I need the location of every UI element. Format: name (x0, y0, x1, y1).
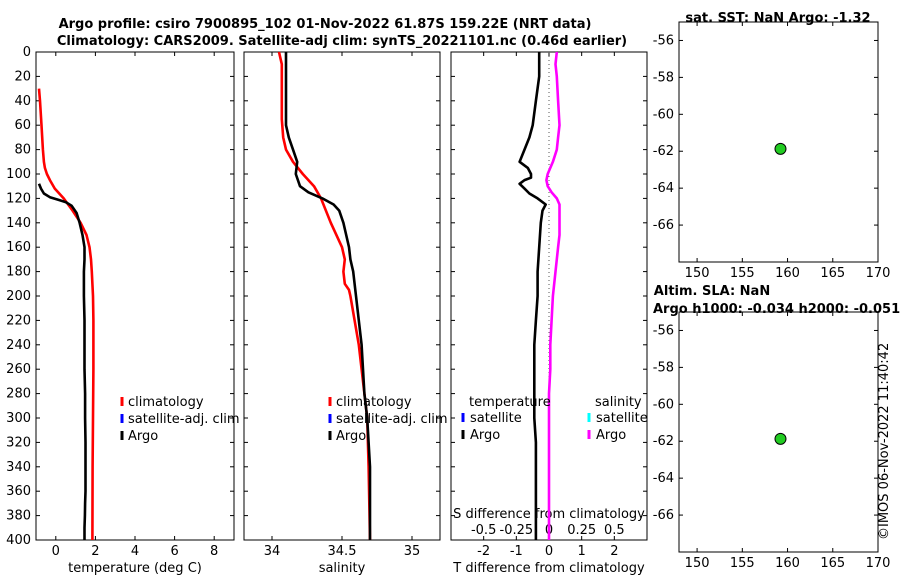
temperature-legend-title: temperature (469, 395, 551, 410)
depth-tick-label: 120 (6, 191, 31, 206)
depth-tick-label: 340 (6, 460, 31, 475)
sst_map-ytick-label: -60 (653, 107, 674, 122)
depth-tick-label: 200 (6, 289, 31, 304)
depth-tick-label: 300 (6, 411, 31, 426)
difference-xlabel: T difference from climatology (452, 561, 645, 576)
sst-map-title: sat. SST: NaN Argo: -1.32 (685, 11, 870, 26)
sst_map-xtick-label: 160 (775, 266, 800, 281)
temperature-legend-label: satellite-adj. clim (128, 412, 240, 427)
depth-tick-label: 100 (6, 167, 31, 182)
depth-tick-label: 60 (14, 118, 31, 133)
difference-xtick-label: 0 (545, 544, 553, 559)
sla_map-ytick-label: -64 (653, 471, 674, 486)
temperature-xlabel: temperature (deg C) (68, 561, 202, 576)
temperature-profile-panel: 0204060801001201401601802002202402602803… (6, 45, 239, 576)
sla_map-xtick-label: 155 (730, 556, 755, 571)
salinity-series-argo (284, 52, 372, 540)
temperature-series-climatology (37, 88, 95, 541)
sla_map-xtick-label: 165 (820, 556, 845, 571)
depth-tick-label: 240 (6, 338, 31, 353)
difference-series-argo-temperature-difference (518, 52, 548, 540)
sst_map-ytick-label: -56 (653, 33, 674, 48)
sla-map-subtitle: Argo h1000: -0.034 h2000: -0.051 (653, 302, 900, 317)
salinity-axes-frame (243, 51, 441, 541)
sla_map-xtick-label: 150 (685, 556, 710, 571)
depth-tick-label: 400 (6, 533, 31, 548)
sst_map-axes-frame (678, 21, 879, 263)
difference-series-argo-salinity-difference (545, 51, 561, 540)
temperature-legend-label: Argo (470, 428, 500, 443)
sst_map-xtick-label: 170 (866, 266, 891, 281)
difference-xtick-label: 1 (578, 544, 586, 559)
depth-tick-label: 260 (6, 362, 31, 377)
sla_map-ytick-label: -56 (653, 323, 674, 338)
temperature-xtick-label: 0 (52, 544, 60, 559)
salinity-legend-label: climatology (336, 395, 412, 410)
salinity-xlabel: salinity (319, 561, 366, 576)
salinity-legend-label: satellite (596, 411, 648, 426)
salinity-diff-tick-label: 0.5 (604, 523, 625, 538)
figure-title-line2: Climatology: CARS2009. Satellite-adj cli… (57, 34, 627, 49)
depth-tick-label: 0 (23, 45, 31, 60)
salinity-legend-label: satellite-adj. clim (336, 412, 448, 427)
depth-tick-label: 40 (14, 94, 31, 109)
difference-xtick-label: 2 (610, 544, 618, 559)
depth-tick-label: 380 (6, 509, 31, 524)
sla-map-title: Altim. SLA: NaN (654, 284, 770, 299)
temperature-xtick-label: 8 (210, 544, 218, 559)
depth-tick-label: 220 (6, 313, 31, 328)
depth-tick-label: 140 (6, 216, 31, 231)
salinity-series-climatology (277, 51, 372, 541)
imos-watermark: ©IMOS 06-Nov-2022 11:40:42 (877, 343, 892, 540)
salinity-legend-label: Argo (596, 428, 626, 443)
temperature-xtick-label: 2 (91, 544, 99, 559)
sst_map-ytick-label: -58 (653, 70, 674, 85)
salinity-xtick-label: 34.5 (328, 544, 357, 559)
sla_map-ytick-label: -58 (653, 360, 674, 375)
salinity-legend-title: salinity (595, 395, 642, 410)
depth-tick-label: 80 (14, 143, 31, 158)
sst_map-argo-position-marker (774, 142, 787, 155)
sst-map-panel: 150 155 160 165 170 -56 -58 -60 -62 -64 -66 (653, 21, 891, 281)
sla_map-xtick-label: 170 (866, 556, 891, 571)
depth-tick-label: 360 (6, 484, 31, 499)
sst_map-ytick-label: -62 (653, 144, 674, 159)
depth-tick-label: 160 (6, 240, 31, 255)
temperature-xtick-label: 6 (170, 544, 178, 559)
depth-tick-label: 20 (14, 69, 31, 84)
sst_map-ytick-label: -64 (653, 181, 674, 196)
salinity-xtick-label: 35 (404, 544, 421, 559)
salinity-xtick-label: 34 (264, 544, 281, 559)
salinity-profile-panel: 34 34.5 35 salinity climatology satellite-adj… (243, 51, 448, 576)
temperature-legend-label: satellite (470, 411, 522, 426)
temperature-series-argo (37, 183, 87, 540)
salinity-legend-label: Argo (336, 429, 366, 444)
difference-xtick-label: -2 (477, 544, 490, 559)
sla_map-ytick-label: -60 (653, 397, 674, 412)
sla_map-axes-frame (678, 311, 879, 553)
temperature-xtick-label: 4 (131, 544, 139, 559)
temperature-legend-label: climatology (128, 395, 204, 410)
sst_map-xtick-label: 150 (685, 266, 710, 281)
temperature-axes-frame (35, 51, 235, 541)
salinity-diff-tick-label: -0.5 (471, 523, 496, 538)
sla_map-ytick-label: -66 (653, 508, 674, 523)
depth-tick-label: 320 (6, 435, 31, 450)
sla_map-argo-position-marker (774, 432, 787, 445)
depth-tick-label: 280 (6, 387, 31, 402)
depth-tick-label: 180 (6, 265, 31, 280)
sst_map-xtick-label: 155 (730, 266, 755, 281)
difference-xtick-label: -1 (510, 544, 523, 559)
salinity-diff-tick-label: 0.25 (567, 523, 596, 538)
figure-title-line1: Argo profile: csiro 7900895_102 01-Nov-2… (59, 17, 592, 32)
sst_map-ytick-label: -66 (653, 218, 674, 233)
salinity-diff-tick-label: -0.25 (500, 523, 534, 538)
temperature-legend-label: Argo (128, 429, 158, 444)
sla_map-xtick-label: 160 (775, 556, 800, 571)
sst_map-xtick-label: 165 (820, 266, 845, 281)
sla_map-ytick-label: -62 (653, 434, 674, 449)
sla-map-panel: 150 155 160 165 170 -56 -58 -60 -62 -64 -66 (653, 311, 891, 571)
